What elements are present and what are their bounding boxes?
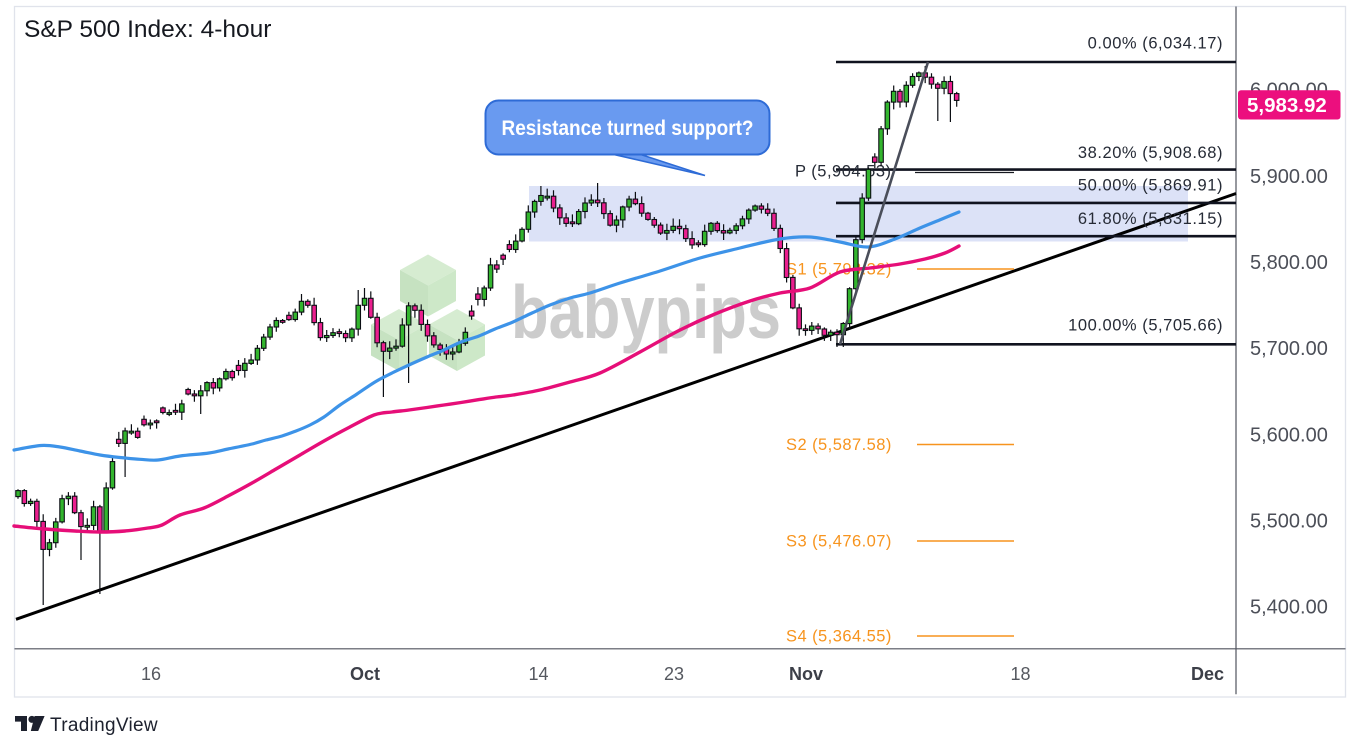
- svg-text:38.20% (5,908.68): 38.20% (5,908.68): [1078, 144, 1223, 162]
- svg-text:S4 (5,364.55): S4 (5,364.55): [786, 628, 892, 646]
- svg-text:Nov: Nov: [789, 664, 823, 684]
- svg-text:TradingView: TradingView: [50, 715, 158, 736]
- svg-text:5,600.00: 5,600.00: [1250, 424, 1328, 446]
- svg-text:50.00% (5,869.91): 50.00% (5,869.91): [1078, 177, 1223, 195]
- svg-text:14: 14: [528, 664, 548, 684]
- svg-text:Dec: Dec: [1191, 664, 1224, 684]
- svg-text:S2 (5,587.58): S2 (5,587.58): [786, 436, 892, 454]
- svg-text:5,800.00: 5,800.00: [1250, 252, 1328, 274]
- svg-text:5,983.92: 5,983.92: [1247, 94, 1327, 117]
- svg-text:61.80% (5,831.15): 61.80% (5,831.15): [1078, 210, 1223, 228]
- svg-text:0.00% (6,034.17): 0.00% (6,034.17): [1088, 35, 1223, 53]
- svg-text:23: 23: [664, 664, 684, 684]
- svg-text:5,700.00: 5,700.00: [1250, 338, 1328, 360]
- svg-text:babypips: babypips: [511, 270, 781, 354]
- svg-text:P (5,904.53): P (5,904.53): [795, 163, 892, 181]
- svg-text:5,500.00: 5,500.00: [1250, 510, 1328, 532]
- svg-text:S1 (5,793.32): S1 (5,793.32): [786, 261, 892, 279]
- svg-text:18: 18: [1010, 664, 1030, 684]
- svg-text:5,400.00: 5,400.00: [1250, 597, 1328, 619]
- svg-text:5,900.00: 5,900.00: [1250, 166, 1328, 188]
- svg-text:100.00% (5,705.66): 100.00% (5,705.66): [1068, 317, 1223, 335]
- svg-text:Oct: Oct: [350, 664, 380, 684]
- svg-text:16: 16: [141, 664, 161, 684]
- svg-text:Resistance turned support?: Resistance turned support?: [502, 117, 754, 140]
- svg-text:S3 (5,476.07): S3 (5,476.07): [786, 533, 892, 551]
- svg-text:S&P 500 Index: 4-hour: S&P 500 Index: 4-hour: [24, 16, 271, 43]
